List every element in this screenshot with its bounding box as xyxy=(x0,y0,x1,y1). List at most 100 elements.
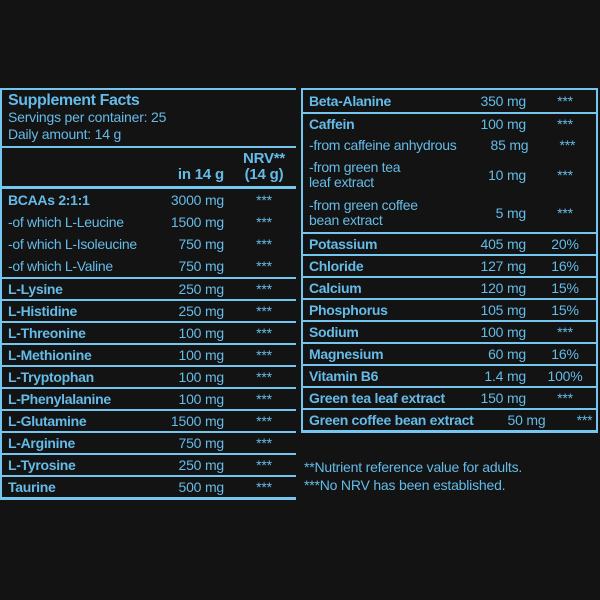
nutrient-name: L-Arginine xyxy=(8,435,75,451)
nutrient-name: Calcium xyxy=(309,280,362,296)
nutrient-amount: 5 mg xyxy=(495,205,527,221)
nutrient-name: Caffein xyxy=(309,116,355,132)
nutrient-nrv: *** xyxy=(256,479,272,495)
nutrient-nrv: 16% xyxy=(551,258,579,274)
table-row-threonine: L-Threonine 100 mg *** xyxy=(2,321,296,343)
nutrient-name-line2: leaf extract xyxy=(309,174,374,190)
table-row-tryptophan: L-Tryptophan 100 mg *** xyxy=(2,365,296,387)
footnotes: **Nutrient reference value for adults. *… xyxy=(304,458,522,494)
nutrient-amount: 50 mg xyxy=(507,412,546,428)
table-row-magnesium: Magnesium 60 mg 16% xyxy=(303,342,596,364)
nutrient-amount: 85 mg xyxy=(490,137,529,153)
nutrient-name: Taurine xyxy=(8,479,56,495)
nutrient-nrv: *** xyxy=(256,281,272,297)
table-row-valine: -of which L-Valine 750 mg *** xyxy=(2,255,296,277)
nutrient-name: L-Histidine xyxy=(8,303,78,319)
nutrient-nrv: *** xyxy=(256,413,272,429)
nutrient-nrv: *** xyxy=(256,325,272,341)
column-header-row: in 14 g NRV** (14 g) xyxy=(2,146,296,189)
nutrient-nrv: *** xyxy=(256,347,272,363)
nutrient-amount: 100 mg xyxy=(480,116,527,132)
table-row-methionine: L-Methionine 100 mg *** xyxy=(2,343,296,365)
daily-amount: Daily amount: 14 g xyxy=(8,126,122,142)
nutrient-amount: 350 mg xyxy=(480,93,527,109)
nutrient-amount: 150 mg xyxy=(480,390,527,406)
nutrient-nrv: *** xyxy=(576,412,593,428)
nutrient-amount: 1500 mg xyxy=(170,413,224,429)
nutrient-amount: 100 mg xyxy=(178,347,225,363)
footnote-no-nrv: ***No NRV has been established. xyxy=(304,477,506,493)
nutrient-amount: 105 mg xyxy=(480,302,527,318)
table-row-leucine: -of which L-Leucine 1500 mg *** xyxy=(2,211,296,233)
table-row-chloride: Chloride 127 mg 16% xyxy=(303,254,596,276)
nutrient-nrv: *** xyxy=(256,391,272,407)
nutrient-nrv: 16% xyxy=(551,346,579,362)
nutrient-name-line2: bean extract xyxy=(309,212,383,228)
nutrient-name-line1: -from green tea xyxy=(309,159,401,175)
nutrient-name: L-Lysine xyxy=(8,281,63,297)
nutrient-name: -of which L-Leucine xyxy=(8,214,124,230)
nutrient-amount: 750 mg xyxy=(178,236,225,252)
nutrient-nrv: *** xyxy=(256,303,272,319)
table-row-vitamin-b6: Vitamin B6 1.4 mg 100% xyxy=(303,364,596,386)
nutrient-nrv: *** xyxy=(256,214,272,230)
table-row-phenylalanine: L-Phenylalanine 100 mg *** xyxy=(2,387,296,409)
nutrient-nrv: *** xyxy=(557,116,573,132)
table-row-phosphorus: Phosphorus 105 mg 15% xyxy=(303,298,596,320)
nutrient-amount: 10 mg xyxy=(488,167,526,183)
nutrient-name: L-Tryptophan xyxy=(8,369,94,385)
nutrient-nrv: *** xyxy=(557,324,573,340)
nutrient-amount: 127 mg xyxy=(480,258,527,274)
nrv-header-line1: NRV** xyxy=(242,150,286,167)
amount-column-header: in 14 g xyxy=(177,166,224,183)
table-row-potassium: Potassium 405 mg 20% xyxy=(303,232,596,254)
table-row-isoleucine: -of which L-Isoleucine 750 mg *** xyxy=(2,233,296,255)
nutrient-name: Green coffee bean extract xyxy=(309,412,474,428)
nutrient-amount: 1.4 mg xyxy=(484,368,526,384)
nutrient-nrv: 20% xyxy=(551,236,579,252)
nutrient-name: Potassium xyxy=(309,236,378,252)
nutrient-amount: 250 mg xyxy=(178,303,225,319)
nutrient-amount: 1500 mg xyxy=(170,214,224,230)
nutrient-nrv: *** xyxy=(559,137,576,153)
nrv-header-line2: (14 g) xyxy=(244,166,284,183)
nutrient-nrv: *** xyxy=(256,457,272,473)
table-row-green-coffee-extract: Green coffee bean extract 50 mg *** xyxy=(303,408,596,430)
nutrient-amount: 500 mg xyxy=(178,479,225,495)
table-row-histidine: L-Histidine 250 mg *** xyxy=(2,299,296,321)
table-row-sodium: Sodium 100 mg *** xyxy=(303,320,596,342)
nutrient-nrv: *** xyxy=(256,435,272,451)
table-row-green-coffee-source: -from green coffee bean extract 5 mg *** xyxy=(303,194,596,232)
nutrient-name: -of which L-Isoleucine xyxy=(8,236,137,252)
nutrient-name: Phosphorus xyxy=(309,302,388,318)
table-row-lysine: L-Lysine 250 mg *** xyxy=(2,277,296,299)
table-row-caffein: Caffein 100 mg *** xyxy=(303,112,596,134)
nutrient-name: -from green tea leaf extract xyxy=(303,160,454,190)
nutrient-amount: 250 mg xyxy=(178,281,225,297)
nutrient-name: Magnesium xyxy=(309,346,384,362)
nutrient-amount: 100 mg xyxy=(480,324,527,340)
nutrient-amount: 750 mg xyxy=(178,258,225,274)
nutrient-name-line1: -from green coffee xyxy=(309,197,418,213)
nutrient-amount: 3000 mg xyxy=(170,192,224,208)
right-facts-table: Beta-Alanine 350 mg *** Caffein 100 mg *… xyxy=(301,88,598,433)
left-facts-table: Supplement Facts Servings per container:… xyxy=(0,88,296,500)
table-row-bcaas: BCAAs 2:1:1 3000 mg *** xyxy=(2,189,296,211)
nutrient-amount: 750 mg xyxy=(178,435,225,451)
nutrient-amount: 405 mg xyxy=(480,236,527,252)
table-row-taurine: Taurine 500 mg *** xyxy=(2,475,296,497)
nutrient-name: L-Threonine xyxy=(8,325,86,341)
nutrient-name: L-Tyrosine xyxy=(8,457,76,473)
nutrient-name: -from caffeine anhydrous xyxy=(309,137,457,153)
nutrient-name: L-Phenylalanine xyxy=(8,391,111,407)
table-row-tyrosine: L-Tyrosine 250 mg *** xyxy=(2,453,296,475)
table-row-glutamine: L-Glutamine 1500 mg *** xyxy=(2,409,296,431)
nutrient-amount: 120 mg xyxy=(480,280,527,296)
table-row-green-tea-source: -from green tea leaf extract 10 mg *** xyxy=(303,156,596,194)
nutrient-name: Beta-Alanine xyxy=(309,93,391,109)
servings-per-container: Servings per container: 25 xyxy=(8,109,167,125)
nutrient-amount: 100 mg xyxy=(178,325,225,341)
nutrient-nrv: *** xyxy=(256,236,272,252)
nutrient-name: -of which L-Valine xyxy=(8,258,113,274)
